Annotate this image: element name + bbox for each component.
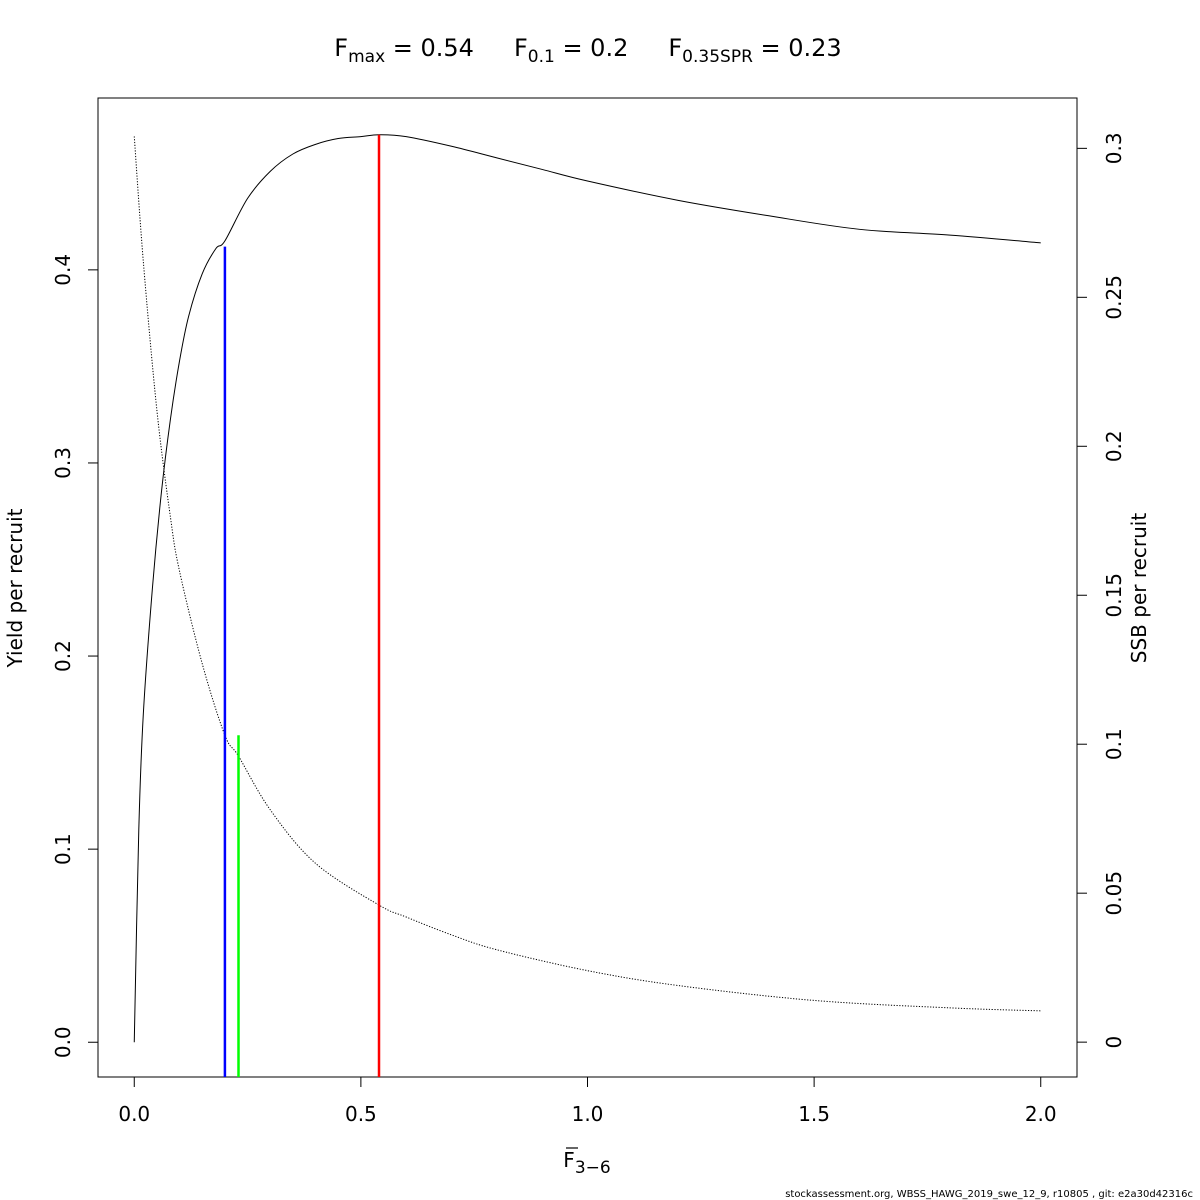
y-left-tick-label: 0.4 [51, 254, 75, 286]
x-axis-title: F3−6 [563, 1148, 610, 1178]
fmax-subscript: max [348, 47, 385, 67]
plot-frame [97, 97, 1078, 1078]
fspr-value: = 0.23 [753, 34, 842, 62]
x-axis-title-sub: 3−6 [575, 1158, 611, 1178]
y-right-tick-label: 0.25 [1102, 275, 1126, 320]
footer-credit: stockassessment.org, WBSS_HAWG_2019_swe_… [785, 1189, 1193, 1200]
fspr-subscript: 0.35SPR [682, 47, 753, 67]
fmax-value: = 0.54 [385, 34, 474, 62]
reference-lines-group [223, 134, 381, 1077]
y-right-tick-label: 0.15 [1102, 573, 1126, 618]
ssb-per-recruit-line [133, 136, 1041, 1012]
y-left-tick-label: 0.1 [51, 833, 75, 865]
x-tick-label: 0.0 [118, 1102, 150, 1126]
x-tick-label: 0.5 [345, 1102, 377, 1126]
fmax-label: F [334, 34, 348, 62]
x-tick-label: 2.0 [1025, 1102, 1057, 1126]
f01-value: = 0.2 [555, 34, 629, 62]
yield-per-recruit-line [133, 134, 1041, 1043]
x-axis-title-main: F [563, 1148, 575, 1172]
y-right-tick-label: 0.3 [1102, 132, 1126, 164]
y-axis-right-title: SSB per recruit [1127, 513, 1151, 664]
y-left-tick-label: 0.2 [51, 640, 75, 672]
chart-title: Fmax = 0.54 F0.1 = 0.2 F0.35SPR = 0.23 [334, 34, 841, 67]
y-left-tick-label: 0.0 [51, 1026, 75, 1058]
y-right-tick-label: 0.2 [1102, 430, 1126, 462]
y-axis-left-title: Yield per recruit [3, 508, 27, 668]
y-axis-right: 0 0.05 0.1 0.15 0.2 0.25 0.3 [1077, 132, 1126, 1049]
y-left-tick-label: 0.3 [51, 447, 75, 479]
y-right-tick-label: 0.1 [1102, 728, 1126, 760]
x-tick-label: 1.0 [572, 1102, 604, 1126]
f01-label: F [514, 34, 528, 62]
y-right-tick-label: 0 [1102, 1036, 1126, 1049]
fspr-label: F [668, 34, 682, 62]
x-axis: 0.0 0.5 1.0 1.5 2.0 [118, 1077, 1057, 1126]
y-axis-left: 0.0 0.1 0.2 0.3 0.4 [51, 254, 98, 1058]
series-group [133, 134, 1041, 1043]
f01-subscript: 0.1 [528, 47, 555, 67]
y-right-tick-label: 0.05 [1102, 871, 1126, 916]
x-tick-label: 1.5 [798, 1102, 830, 1126]
